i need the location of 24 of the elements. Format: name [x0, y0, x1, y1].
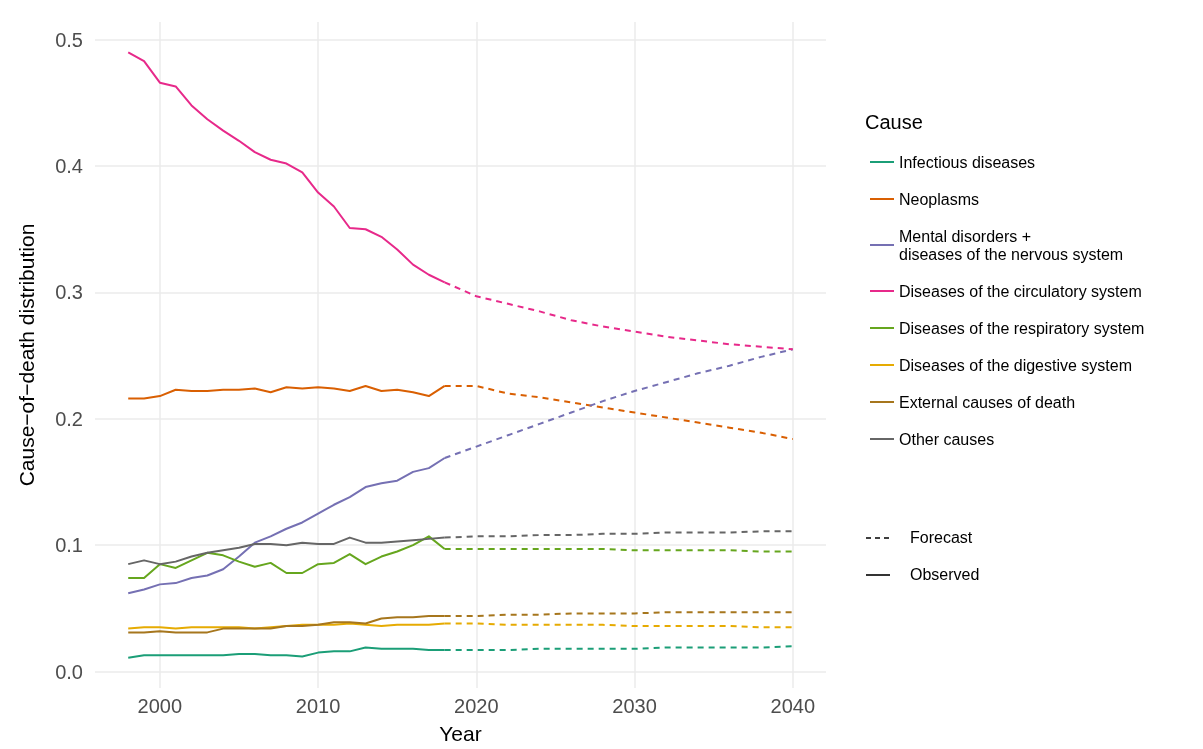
y-tick-label: 0.4 — [55, 155, 83, 178]
x-tick-label: 2020 — [454, 695, 499, 717]
text: Forecast — [910, 528, 973, 546]
legend-label: Diseases of the respiratory system — [899, 319, 1145, 337]
legend-label: Mental disorders + diseases of the nervous system — [899, 227, 1124, 263]
legend-label: Other causes — [899, 430, 995, 448]
legend-label: Neoplasms — [899, 190, 980, 208]
y-tick-label: 0.1 — [55, 534, 83, 557]
x-tick-label: 2000 — [137, 695, 183, 717]
x-axis-title: Year — [439, 722, 482, 745]
y-axis-title: Cause−of−death distribution — [15, 223, 38, 487]
legend-label: External causes of death — [899, 393, 1076, 411]
y-tick-label: 0.2 — [55, 407, 83, 430]
y-tick-label: 0.3 — [55, 281, 83, 304]
x-tick-label: 2040 — [770, 695, 816, 717]
y-tick-label: 0.0 — [55, 660, 83, 683]
legend-label: Diseases of the circulatory system — [899, 282, 1142, 300]
legend-title: Cause — [865, 111, 923, 133]
legend-label: Infectious diseases — [899, 153, 1036, 171]
y-tick-label: 0.5 — [55, 28, 83, 51]
x-tick-label: 2030 — [612, 695, 657, 717]
legend-label: Diseases of the digestive system — [899, 356, 1132, 374]
x-tick-label: 2010 — [295, 695, 341, 717]
text: Observed — [910, 565, 980, 583]
